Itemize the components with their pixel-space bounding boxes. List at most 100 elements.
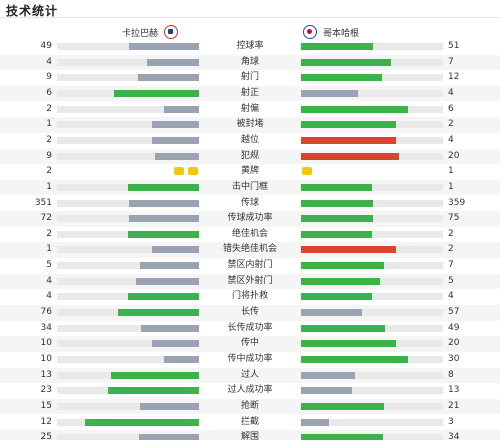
away-value: 7 [448, 56, 454, 67]
home-bar-track [57, 121, 199, 129]
home-value: 72 [40, 213, 52, 224]
yellow-card-icon [302, 167, 312, 176]
home-bar-track [57, 277, 199, 285]
stat-row: 15 抢断 21 [0, 398, 500, 415]
home-value: 4 [46, 56, 52, 67]
home-bar [151, 246, 199, 254]
away-bar [301, 58, 392, 66]
home-bar-track [57, 387, 199, 395]
stat-row: 12 拦截 3 [0, 415, 500, 431]
stat-row: 6 射正 4 [0, 85, 500, 102]
home-team-name: 卡拉巴赫 [122, 28, 159, 39]
away-bar-track [301, 293, 443, 301]
away-value: 5 [448, 275, 454, 286]
away-bar [301, 418, 330, 426]
stat-label: 犯规 [240, 150, 259, 161]
home-value: 4 [46, 275, 52, 286]
home-bar-track [57, 309, 199, 317]
home-bar [140, 324, 199, 332]
stat-label: 传球成功率 [227, 213, 273, 224]
stat-row: 5 禁区内射门 7 [0, 258, 500, 274]
home-bar [139, 402, 199, 410]
away-value: 2 [448, 244, 454, 255]
stat-label: 长传成功率 [227, 322, 273, 333]
home-value: 351 [34, 197, 52, 208]
stat-label: 抢断 [240, 400, 259, 411]
away-value: 57 [448, 307, 460, 318]
stat-row: 49 控球率 51 [0, 39, 500, 55]
away-bar [301, 246, 396, 254]
away-bar [301, 356, 408, 363]
home-bar [154, 152, 199, 160]
away-bar [301, 402, 384, 410]
stat-label: 过人 [240, 369, 259, 380]
home-bar [128, 199, 199, 207]
away-team-crest-icon [303, 25, 317, 39]
home-bar-track [57, 402, 199, 410]
away-bar [301, 387, 353, 395]
home-bar [139, 262, 199, 270]
away-bar-track [301, 340, 443, 348]
stat-label: 拦截 [240, 416, 259, 427]
home-team[interactable]: 卡拉巴赫 [122, 25, 179, 39]
away-team-name: 哥本哈根 [323, 28, 360, 39]
stat-label: 解围 [240, 432, 259, 440]
away-value: 3 [448, 416, 454, 427]
stat-row: 1 击中门框 1 [0, 179, 500, 196]
home-bar [151, 340, 199, 348]
away-bar-track [301, 402, 443, 410]
away-bar-track [301, 199, 443, 207]
away-bar-track [301, 105, 443, 113]
away-bar [301, 230, 372, 238]
away-bar [301, 309, 362, 317]
home-value: 4 [46, 291, 52, 302]
away-value: 359 [448, 197, 466, 208]
home-value: 1 [46, 119, 52, 130]
away-bar-track [301, 136, 443, 144]
stat-row: 25 解围 34 [0, 430, 500, 440]
away-bar-track [301, 434, 443, 440]
home-value: 2 [46, 166, 52, 177]
stat-row: 72 传球成功率 75 [0, 211, 500, 227]
home-bar-track [57, 136, 199, 144]
away-value: 13 [448, 385, 460, 396]
home-bar-track [57, 230, 199, 238]
away-bar-track [301, 356, 443, 363]
home-value: 10 [40, 338, 52, 349]
away-bar-track [301, 230, 443, 238]
stat-label: 传球 [240, 197, 259, 208]
home-bar-track [57, 152, 199, 160]
away-value: 6 [448, 103, 454, 114]
home-bar [85, 418, 199, 426]
home-bar-track [57, 371, 199, 379]
away-bar-track [301, 309, 443, 317]
home-bar [163, 356, 199, 363]
home-bar [163, 105, 199, 113]
stat-label: 被封堵 [236, 119, 264, 130]
stat-row: 23 过人成功率 13 [0, 383, 500, 399]
away-bar-track [301, 152, 443, 160]
home-bar-track [57, 356, 199, 363]
away-bar [301, 89, 358, 97]
away-bar-track [301, 418, 443, 426]
away-bar [301, 434, 383, 440]
away-team[interactable]: 哥本哈根 [303, 25, 359, 39]
home-bar [128, 293, 199, 301]
away-bar [301, 371, 356, 379]
away-value: 49 [448, 322, 460, 333]
stat-row: 9 射门 12 [0, 70, 500, 86]
stat-label: 传中成功率 [227, 354, 273, 364]
stat-label: 越位 [240, 134, 259, 145]
stat-label: 击中门框 [231, 181, 268, 192]
away-bar-track [301, 324, 443, 332]
away-bar [301, 277, 380, 285]
home-value: 10 [40, 354, 52, 364]
stat-label: 绝佳机会 [231, 228, 268, 239]
home-bar [138, 434, 199, 440]
home-value: 1 [46, 244, 52, 255]
away-value: 7 [448, 260, 454, 271]
home-value: 49 [40, 41, 52, 51]
home-value: 2 [46, 103, 52, 114]
home-bar-track [57, 89, 199, 97]
title-divider [0, 17, 500, 18]
